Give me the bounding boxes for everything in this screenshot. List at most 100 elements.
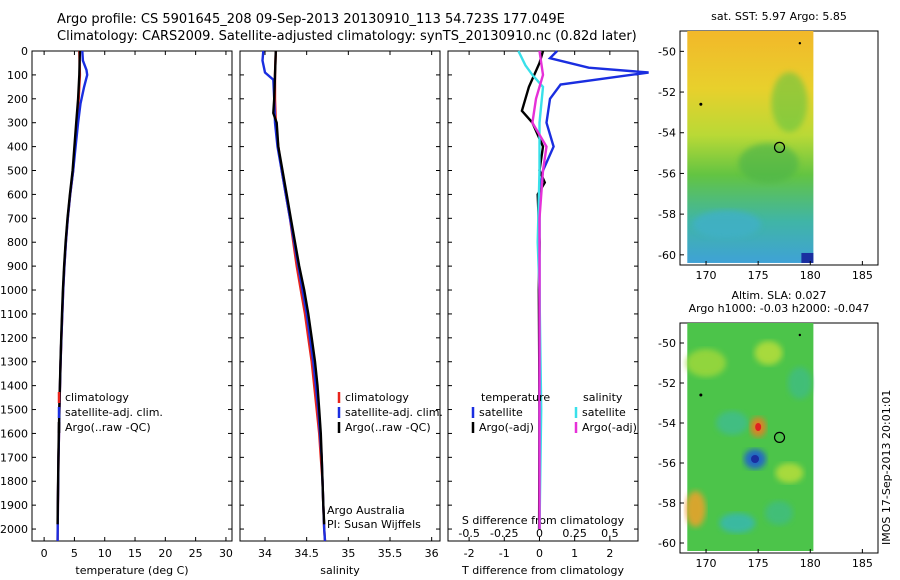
legend-label: satellite-adj. clim. <box>65 406 163 419</box>
x-tick-label: 15 <box>128 547 142 560</box>
float-location-marker <box>773 431 786 443</box>
map-y-tick-label: -52 <box>658 377 676 390</box>
map-y-tick-label: -58 <box>658 497 676 510</box>
sla-blob <box>719 513 756 533</box>
map-x-tick-label: 170 <box>696 269 717 282</box>
x-top-tick-label: -0.5 <box>458 527 479 540</box>
y-tick-label: 1700 <box>0 451 28 464</box>
sla-blob <box>775 463 804 483</box>
legend-label: satellite <box>479 406 523 419</box>
map-panel-1: 170 175 180 185 -50 -52 -54 -56 -58 -60 sat. SST: … <box>658 10 879 282</box>
y-tick-label: 400 <box>7 141 28 154</box>
map-x-tick-label: 175 <box>748 269 769 282</box>
x-top-tick-label: 0.25 <box>562 527 587 540</box>
y-tick-label: 1600 <box>0 427 28 440</box>
x-tick-label: 34 <box>258 547 272 560</box>
map-y-tick-label: -58 <box>658 208 676 221</box>
x-tick-label: 36 <box>425 547 439 560</box>
y-tick-label: 100 <box>7 69 28 82</box>
x-top-tick-label: -0.25 <box>490 527 518 540</box>
figure-title-line1: Argo profile: CS 5901645_208 09-Sep-2013… <box>57 12 565 27</box>
series-line-3 <box>531 50 548 529</box>
x-tick-label: -1 <box>499 547 510 560</box>
float-location-marker <box>773 141 786 153</box>
y-tick-label: 500 <box>7 165 28 178</box>
map-x-tick-label: 185 <box>852 269 873 282</box>
x-tick-label: 34.5 <box>294 547 319 560</box>
y-tick-label: 2000 <box>0 523 28 536</box>
x-tick-label: 0 <box>41 547 48 560</box>
legend-label: salinity <box>583 391 623 404</box>
map-title: Altim. SLA: 0.027 <box>731 289 826 302</box>
profile-panel-2: -2 -1 0 1 2 -0.5 -0.25 0 0.25 0.5S difference fro… <box>447 50 649 577</box>
legend-label: Argo(..raw -QC) <box>345 421 431 434</box>
sst-blue-patch <box>692 210 761 239</box>
side-timestamp-label: IMOS 17-Sep-2013 20:01:01 <box>880 390 893 545</box>
annotation-text: PI: Susan Wijffels <box>327 518 421 531</box>
map-y-tick-label: -54 <box>658 127 676 140</box>
x-top-tick-label: 0.5 <box>601 527 619 540</box>
map-y-tick-label: -52 <box>658 86 676 99</box>
sst-green-patch <box>771 72 808 133</box>
map-x-tick-label: 175 <box>748 557 769 570</box>
y-tick-label: 1900 <box>0 499 28 512</box>
map-y-tick-label: -60 <box>658 537 676 550</box>
panel-frame <box>239 50 441 542</box>
series-line-2 <box>272 50 326 525</box>
y-tick-label: 1100 <box>0 308 28 321</box>
panel-frame <box>447 50 639 542</box>
y-tick-label: 800 <box>7 236 28 249</box>
y-tick-label: 200 <box>7 93 28 106</box>
figure-title-line2: Climatology: CARS2009. Satellite-adjuste… <box>57 29 637 44</box>
map-y-tick-label: -60 <box>658 249 676 262</box>
legend-label: temperature <box>481 391 550 404</box>
profile-panel-0: 0100200300400500600700800900100011001200… <box>0 45 233 577</box>
x-axis-label: salinity <box>320 564 360 577</box>
map-panel-2: 170 175 180 185 -50 -52 -54 -56 -58 -60 Altim. SLA… <box>658 289 879 570</box>
y-tick-label: 0 <box>21 45 28 58</box>
y-tick-label: 600 <box>7 188 28 201</box>
small-dot <box>798 333 802 337</box>
series-line-2 <box>56 50 82 525</box>
map-y-tick-label: -50 <box>658 45 676 58</box>
x-axis-label: temperature (deg C) <box>75 564 188 577</box>
sst-green-patch <box>738 143 799 184</box>
annotation-text: Argo Australia <box>327 504 405 517</box>
map-y-tick-label: -56 <box>658 167 676 180</box>
panel-frame <box>31 50 233 542</box>
x-tick-label: 10 <box>98 547 112 560</box>
sla-blob <box>755 423 762 431</box>
legend-label: satellite-adj. clim. <box>345 406 443 419</box>
map-x-tick-label: 185 <box>852 557 873 570</box>
map-x-tick-label: 180 <box>800 557 821 570</box>
x-tick-label: 35.5 <box>378 547 403 560</box>
x-top-label: S difference from climatology <box>462 514 625 527</box>
y-tick-label: 1500 <box>0 404 28 417</box>
sst-dark-corner <box>801 252 814 263</box>
sla-blob <box>686 349 727 377</box>
y-tick-label: 1300 <box>0 356 28 369</box>
y-tick-label: 700 <box>7 212 28 225</box>
map-title: sat. SST: 5.97 Argo: 5.85 <box>711 10 847 23</box>
sla-blob <box>685 491 706 527</box>
x-tick-label: 20 <box>158 547 172 560</box>
sla-blob <box>754 341 783 365</box>
x-tick-label: 5 <box>71 547 78 560</box>
x-tick-label: 30 <box>219 547 233 560</box>
profile-panel-1: 34 34.5 35 35.5 36 salinity climatology satelli… <box>239 50 443 577</box>
x-tick-label: 35 <box>341 547 355 560</box>
sla-blob <box>787 367 812 399</box>
legend-label: Argo(-adj) <box>479 421 534 434</box>
small-dot <box>798 42 802 45</box>
legend-label: climatology <box>65 391 129 404</box>
x-tick-label: -2 <box>464 547 475 560</box>
x-top-tick-label: 0 <box>536 527 543 540</box>
y-tick-label: 300 <box>7 117 28 130</box>
y-tick-label: 1200 <box>0 332 28 345</box>
legend-label: Argo(-adj) <box>582 421 637 434</box>
legend-label: Argo(..raw -QC) <box>65 421 151 434</box>
y-tick-label: 1000 <box>0 284 28 297</box>
map-x-tick-label: 180 <box>800 269 821 282</box>
map-y-tick-label: -54 <box>658 417 676 430</box>
